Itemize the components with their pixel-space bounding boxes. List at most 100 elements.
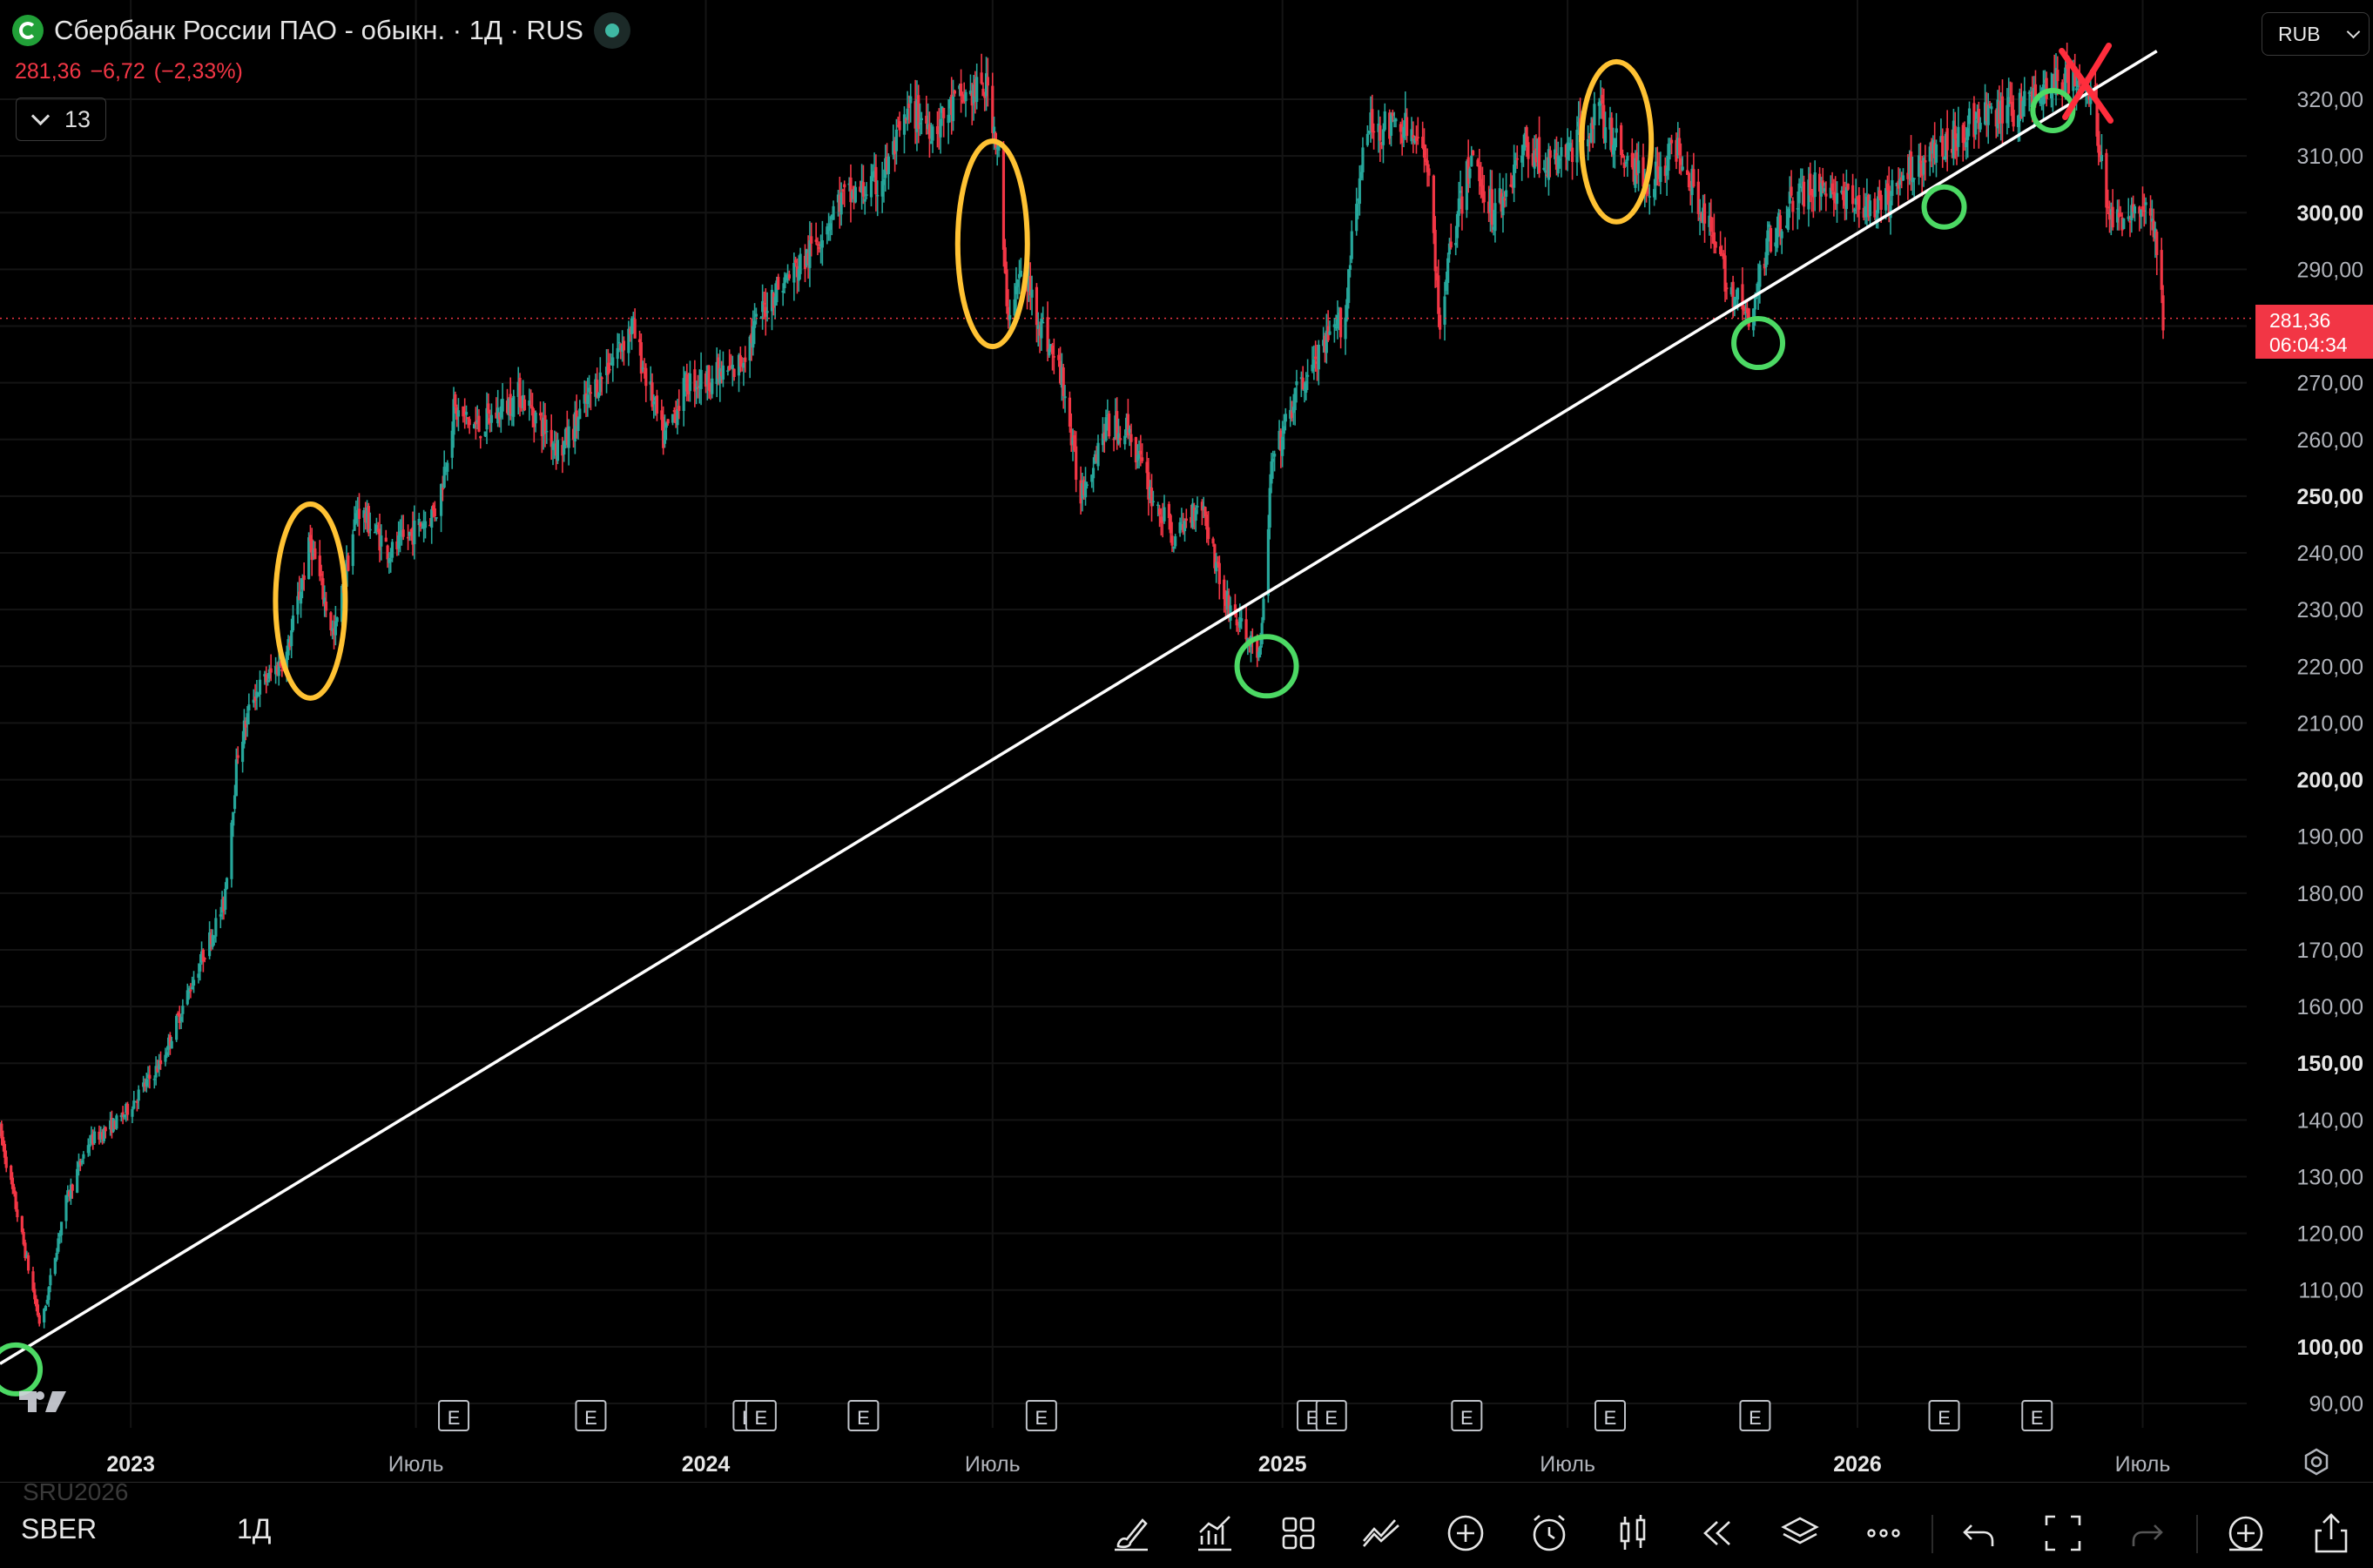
secondary-symbol[interactable]: SRU2026 <box>23 1478 129 1505</box>
candle-body <box>1570 147 1574 163</box>
candle-body <box>2133 206 2137 214</box>
candle-body <box>529 405 533 407</box>
candle-body <box>981 88 985 97</box>
candle-body <box>212 936 216 939</box>
candle-body <box>509 394 512 416</box>
add-chart-button[interactable] <box>2222 1510 2269 1557</box>
candle-body <box>1801 187 1804 192</box>
candle-body <box>1184 518 1188 522</box>
candle-body <box>1194 509 1197 521</box>
candle-body <box>729 367 733 369</box>
candle-body <box>1124 417 1129 435</box>
candle-body <box>1537 137 1541 173</box>
candle-body <box>649 381 652 385</box>
strategy-button[interactable] <box>1358 1510 1406 1557</box>
candle-body <box>187 988 191 993</box>
candle-body <box>77 1162 81 1168</box>
candle-body <box>1035 286 1039 326</box>
candle-body <box>594 379 597 397</box>
candle-body <box>1963 138 1966 144</box>
layers-button[interactable] <box>1776 1510 1824 1557</box>
candle-body <box>442 467 446 488</box>
symbol-header[interactable]: Сбербанк России ПАО - обыкн. · 1Д · RUS <box>12 12 630 49</box>
currency-selector[interactable]: RUB <box>2262 12 2370 56</box>
market-status-icon[interactable] <box>593 12 630 49</box>
candle-body <box>711 378 714 394</box>
candle-body <box>1566 142 1569 160</box>
candle-body <box>2130 205 2134 221</box>
candle-body <box>1979 122 1982 130</box>
candle-body <box>1079 480 1082 504</box>
candle-body <box>80 1161 84 1163</box>
alert-button[interactable] <box>1526 1510 1573 1557</box>
candle-body <box>430 508 434 528</box>
candle-body <box>59 1221 64 1235</box>
candle-body <box>1361 147 1365 172</box>
candle-body <box>1511 186 1514 188</box>
earnings-marker <box>1315 1400 1347 1431</box>
candle-body <box>1856 197 1859 199</box>
candle-body <box>1492 226 1495 230</box>
candle-body <box>1149 487 1152 499</box>
candle-body <box>1377 124 1380 132</box>
candle-body <box>1835 192 1839 205</box>
layout-button[interactable] <box>1275 1510 1322 1557</box>
bar-type-button[interactable] <box>1609 1510 1656 1557</box>
y-axis-tick-label: 320,00 <box>2297 88 2363 112</box>
candle-body <box>0 1123 3 1139</box>
candle-body <box>1350 231 1353 259</box>
candle-body <box>893 140 897 154</box>
candle-body <box>803 255 807 269</box>
candle-body <box>1967 108 1972 124</box>
more-button[interactable] <box>1860 1510 1907 1557</box>
candle-body <box>1493 203 1497 232</box>
chevron-down-icon <box>2346 24 2361 38</box>
scale-settings-icon[interactable] <box>2302 1447 2331 1477</box>
bottom-toolbar <box>0 1482 2373 1568</box>
earnings-marker <box>1594 1400 1626 1431</box>
candle-body <box>55 1253 58 1260</box>
candle-body <box>935 126 940 134</box>
add-icon <box>1447 1515 1484 1551</box>
candle-body <box>836 194 840 203</box>
candle-body <box>1745 307 1749 313</box>
candle-body <box>678 406 681 411</box>
candle-body <box>86 1145 90 1154</box>
candle-body <box>199 951 204 963</box>
add-button[interactable] <box>1442 1510 1489 1557</box>
candle-body <box>2064 67 2067 93</box>
candle-body <box>1911 177 1914 183</box>
candle-body <box>810 236 813 244</box>
candle-body <box>113 1120 117 1130</box>
indicators-toggle[interactable]: 13 <box>16 98 106 141</box>
redo-button[interactable] <box>2123 1510 2170 1557</box>
candle-body <box>1525 127 1528 146</box>
candle-body <box>1654 161 1658 186</box>
undo-button[interactable] <box>1956 1510 2003 1557</box>
candle-body <box>1207 527 1210 540</box>
candle-body <box>917 95 920 130</box>
candle-body <box>797 269 800 281</box>
interval-button[interactable]: 1Д <box>237 1513 272 1544</box>
indicators-button[interactable] <box>1191 1510 1238 1557</box>
candle-body <box>1725 287 1729 290</box>
candle-body <box>1114 415 1117 440</box>
replay-button[interactable] <box>1693 1510 1740 1557</box>
candle-body <box>1560 147 1563 157</box>
brush-button[interactable] <box>1108 1510 1155 1557</box>
fullscreen-button[interactable] <box>2039 1510 2086 1557</box>
candle-body <box>894 129 899 151</box>
candle-body <box>1709 217 1713 232</box>
candle-body <box>92 1131 97 1143</box>
candle-body <box>1955 139 1958 151</box>
candle-body <box>619 343 623 350</box>
candle-body <box>1042 321 1045 324</box>
candle-body <box>693 369 697 392</box>
symbol-button[interactable]: SBER <box>21 1513 98 1544</box>
share-button[interactable] <box>2308 1510 2355 1557</box>
candle-body <box>770 289 774 312</box>
candle-body <box>1729 286 1733 295</box>
candle-body <box>2107 206 2110 209</box>
candle-body <box>1930 141 1933 151</box>
